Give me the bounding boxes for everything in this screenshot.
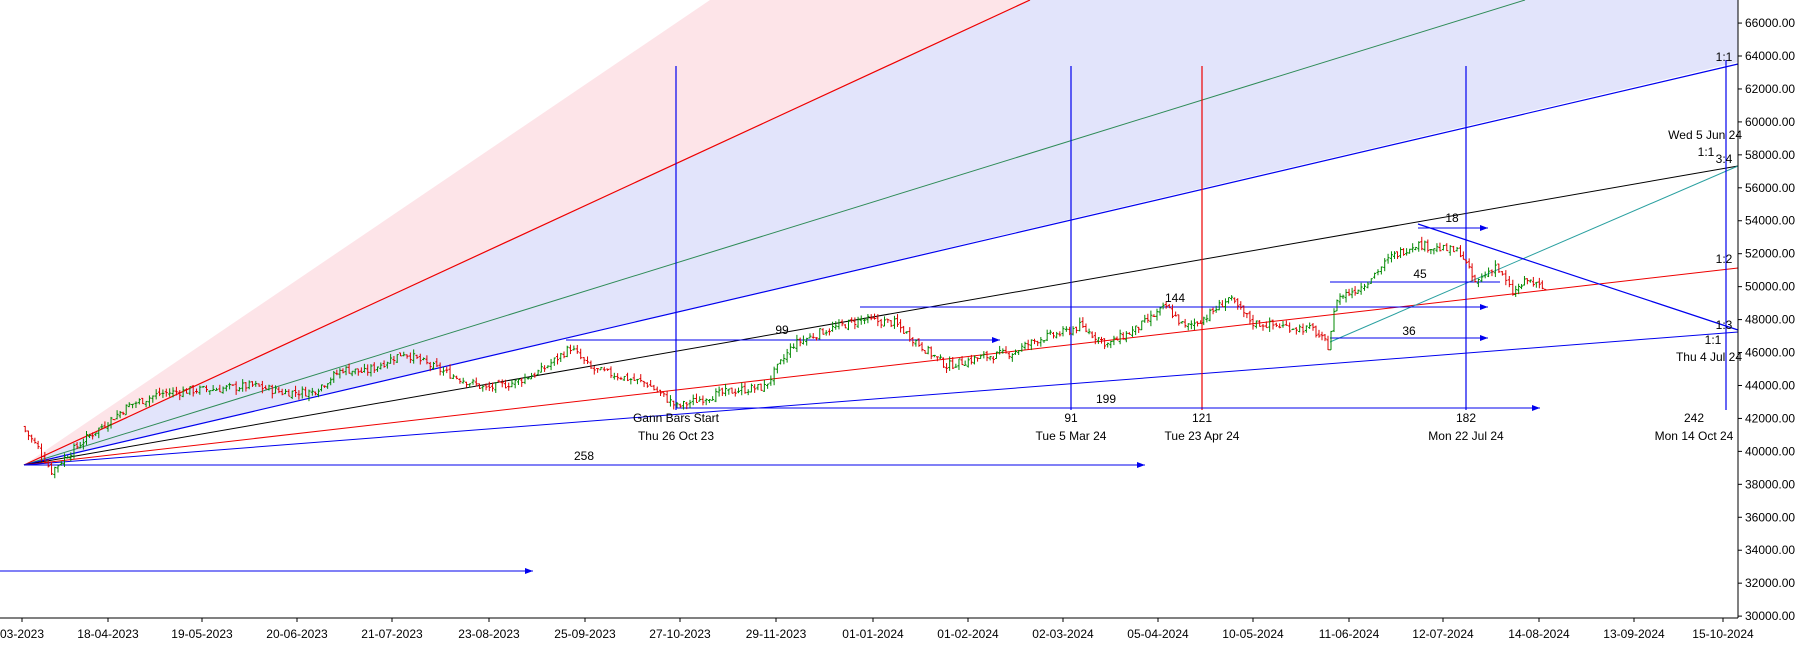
gann-lines: [0, 0, 1739, 574]
count-label-99: 99: [775, 323, 789, 337]
price-candles: [23, 236, 1547, 479]
arrow-199-head: [1532, 405, 1540, 411]
vertical-date-label: Mon 14 Oct 24: [1655, 429, 1734, 443]
vertical-date-label: Thu 26 Oct 23: [638, 429, 714, 443]
fan-ray-green: [23, 0, 1526, 466]
y-tick-label: 38000.00: [1745, 477, 1795, 491]
vertical-date-label: Mon 22 Jul 24: [1428, 429, 1504, 443]
gann-fan-fills: [24, 0, 1738, 465]
x-tick-label: 15-10-2024: [1692, 627, 1754, 641]
arrow-18-head: [1480, 225, 1488, 231]
y-tick-label: 66000.00: [1745, 16, 1795, 30]
x-tick-label: 23-08-2023: [458, 627, 520, 641]
x-tick-label: 29-11-2023: [746, 627, 807, 641]
date-label-thu-4-jul: Thu 4 Jul 24: [1676, 350, 1742, 364]
x-tick-label: 12-07-2024: [1412, 627, 1474, 641]
count-label-36: 36: [1402, 324, 1416, 338]
ratio-label: 1:2: [1716, 252, 1733, 266]
y-tick-label: 54000.00: [1745, 214, 1795, 228]
y-tick-label: 48000.00: [1745, 313, 1795, 327]
vertical-count-label: 121: [1192, 411, 1212, 425]
vertical-count-label: 242: [1684, 411, 1704, 425]
arrow-258-head: [1137, 462, 1145, 468]
vertical-count-label: 91: [1064, 411, 1078, 425]
arrow-144-head: [1480, 304, 1488, 310]
count-label-144: 144: [1165, 291, 1185, 305]
fan-ray-red-low: [23, 267, 1739, 466]
x-tick-label: 19-05-2023: [171, 627, 233, 641]
vertical-date-label: Tue 23 Apr 24: [1165, 429, 1240, 443]
x-tick-label: 20-06-2023: [266, 627, 328, 641]
x-tick-label: 01-01-2024: [842, 627, 904, 641]
fan-ray-black: [23, 165, 1739, 466]
x-tick-label: 18-04-2023: [77, 627, 139, 641]
fan-ray-blue-1x1: [23, 63, 1739, 466]
x-tick-label: 10-05-2024: [1222, 627, 1284, 641]
count-label-45: 45: [1413, 267, 1427, 281]
ratio-label: 1:1: [1716, 50, 1733, 64]
y-tick-label: 42000.00: [1745, 411, 1795, 425]
arrow-left-bottom-head: [525, 568, 533, 574]
date-label-wed-5-jun: Wed 5 Jun 24: [1668, 128, 1742, 142]
ratio-label: 1:1: [1698, 145, 1715, 159]
x-tick-label: 25-09-2023: [554, 627, 616, 641]
vertical-date-label: Tue 5 Mar 24: [1036, 429, 1107, 443]
y-tick-label: 58000.00: [1745, 148, 1795, 162]
x-tick-label: 21-07-2023: [361, 627, 423, 641]
vertical-count-label: 182: [1456, 411, 1476, 425]
y-tick-label: 30000.00: [1745, 609, 1795, 623]
ratio-label: 3:4: [1716, 152, 1733, 166]
y-tick-label: 60000.00: [1745, 115, 1795, 129]
y-tick-label: 46000.00: [1745, 346, 1795, 360]
count-label-18: 18: [1445, 211, 1459, 225]
y-tick-label: 34000.00: [1745, 543, 1795, 557]
fan-ray-red-steep: [23, 0, 1031, 466]
x-tick-label: 14-08-2024: [1508, 627, 1570, 641]
y-tick-label: 50000.00: [1745, 280, 1795, 294]
y-tick-label: 36000.00: [1745, 510, 1795, 524]
gann-bars-start-label: Gann Bars Start: [633, 411, 720, 425]
secondary-blue-down-ray: [1417, 223, 1739, 331]
secondary-teal-ray: [1329, 165, 1739, 343]
arrow-36-head: [1480, 335, 1488, 341]
x-tick-label: 02-03-2024: [1032, 627, 1094, 641]
x-tick-label: 05-04-2024: [1127, 627, 1189, 641]
ratio-label: 1:1: [1705, 333, 1722, 347]
x-tick-label: 03-2023: [0, 627, 44, 641]
x-tick-label: 13-09-2024: [1603, 627, 1665, 641]
annotations: Gann Bars Start Thu 26 Oct 23 91 Tue 5 M…: [574, 50, 1742, 463]
x-tick-label: 11-06-2024: [1319, 627, 1380, 641]
y-tick-label: 44000.00: [1745, 378, 1795, 392]
x-tick-label: 01-02-2024: [937, 627, 999, 641]
y-tick-label: 32000.00: [1745, 576, 1795, 590]
fan-fill-blue: [24, 0, 1738, 465]
y-tick-label: 40000.00: [1745, 444, 1795, 458]
count-label-199: 199: [1096, 392, 1116, 406]
y-tick-label: 62000.00: [1745, 82, 1795, 96]
arrow-99-head: [992, 337, 1000, 343]
ratio-label: 1:3: [1716, 318, 1733, 332]
y-tick-label: 64000.00: [1745, 49, 1795, 63]
fan-ray-blue-low: [23, 331, 1739, 466]
y-tick-label: 56000.00: [1745, 181, 1795, 195]
x-tick-label: 27-10-2023: [649, 627, 711, 641]
y-tick-label: 52000.00: [1745, 247, 1795, 261]
count-label-258: 258: [574, 449, 594, 463]
